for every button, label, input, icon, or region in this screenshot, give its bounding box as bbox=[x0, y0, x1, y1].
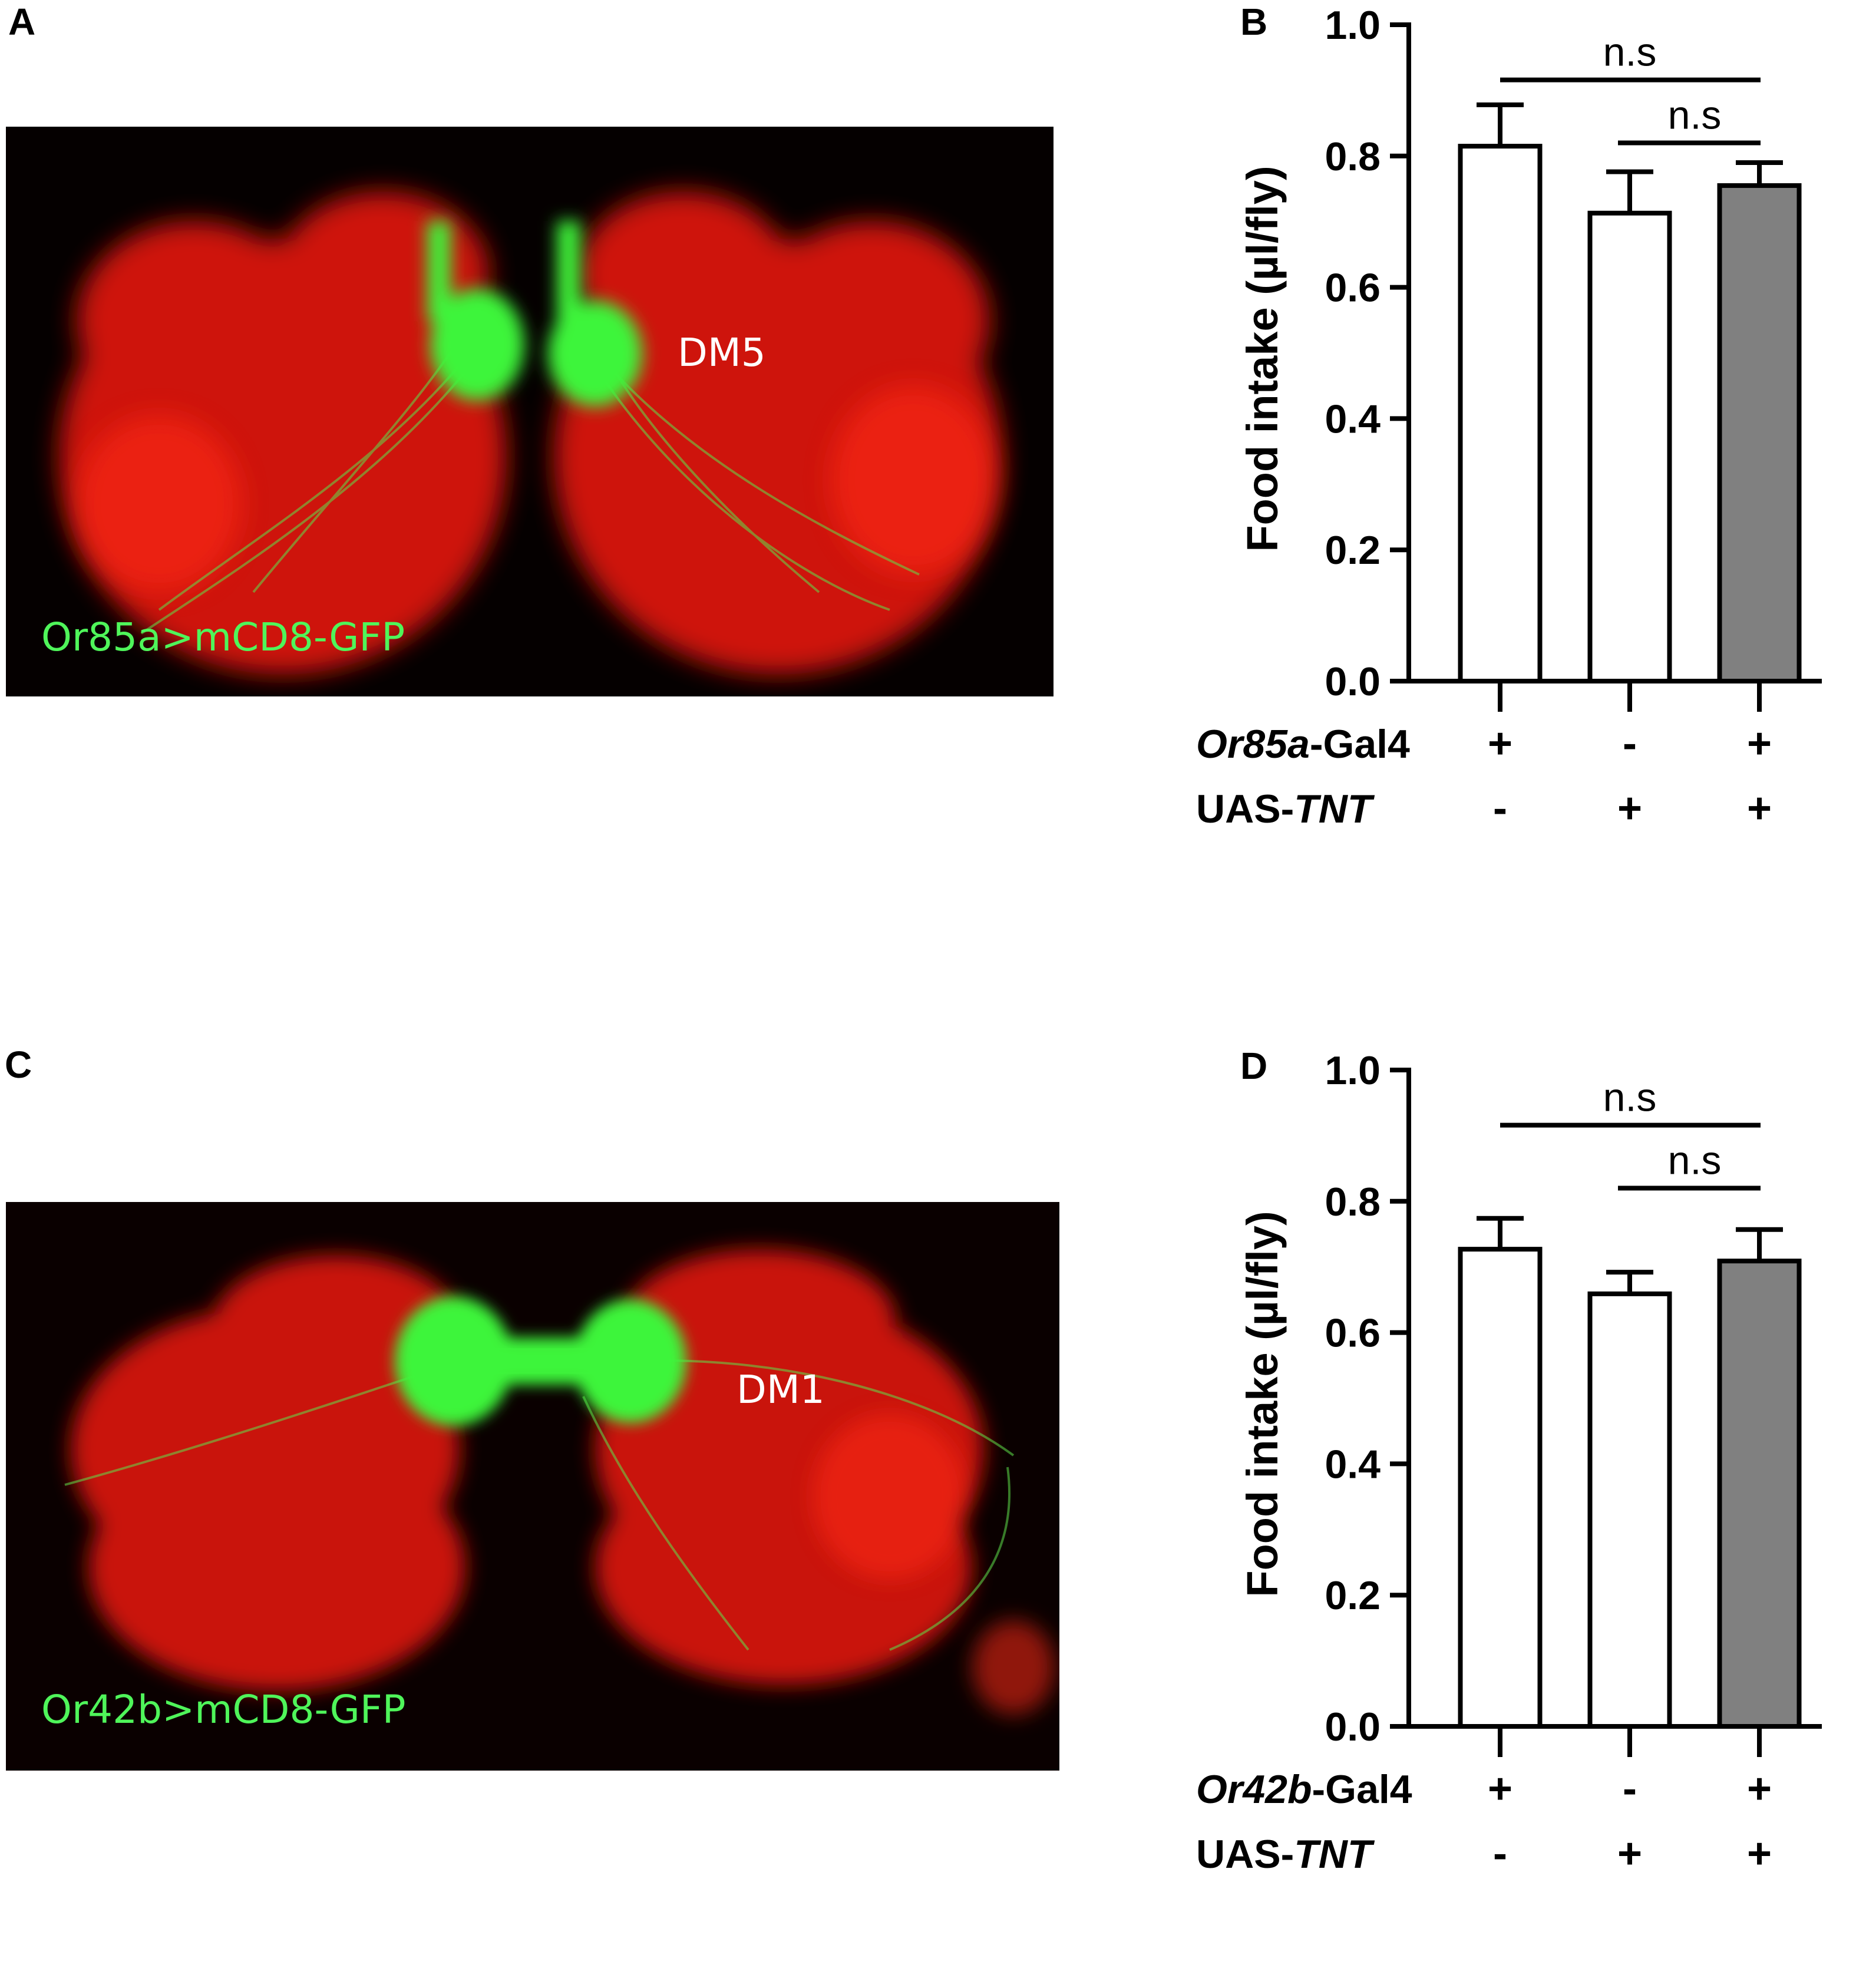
chart-b-genotype-mark-1-2: - bbox=[1623, 720, 1637, 767]
label-part: UAS- bbox=[1196, 1832, 1294, 1877]
chart-b-y-tick-label: 0.6 bbox=[1325, 266, 1381, 311]
panel-letter-c: C bbox=[5, 1043, 32, 1086]
chart-d-genotype-mark-2-1: - bbox=[1493, 1830, 1507, 1877]
label-part-italic: Or85a bbox=[1196, 722, 1310, 767]
label-part-italic: TNT bbox=[1294, 787, 1375, 831]
label-part-italic: Or42b bbox=[1196, 1767, 1312, 1812]
genotype-label-a: Or85a>mCD8-GFP bbox=[41, 615, 405, 660]
chart-b-significance-label-2: n.s bbox=[1668, 93, 1722, 138]
chart-b-svg: 0.0 0.2 0.4 0.6 0.8 1.0 Food intake (µl/fly) n.… bbox=[1196, 3, 1822, 832]
chart-b-y-tick-label: 0.4 bbox=[1325, 397, 1381, 441]
chart-b-significance-label-1: n.s bbox=[1603, 30, 1657, 75]
chart-b-y-tick-label: 0.2 bbox=[1325, 528, 1381, 573]
chart-b-genotype-row-label-2: UAS-TNT bbox=[1196, 787, 1375, 831]
chart-b-genotype-mark-1-3: + bbox=[1747, 720, 1772, 767]
glomerulus-label-a: DM5 bbox=[678, 330, 766, 375]
chart-d-genotype-mark-1-3: + bbox=[1747, 1765, 1772, 1812]
chart-d-y-tick-label: 1.0 bbox=[1325, 1048, 1381, 1093]
genotype-label-c: Or42b>mCD8-GFP bbox=[41, 1687, 406, 1732]
chart-d-y-tick-label: 0.4 bbox=[1325, 1442, 1381, 1487]
micrograph-a-image bbox=[6, 127, 1054, 696]
chart-d-significance-label-2: n.s bbox=[1668, 1138, 1722, 1183]
food-intake-chart-b: 0.0 0.2 0.4 0.6 0.8 1.0 Food intake (µl/fly) n.… bbox=[1167, 0, 1856, 943]
chart-d-bar-3 bbox=[1717, 1259, 1802, 1729]
chart-d-y-tick-label: 0.2 bbox=[1325, 1573, 1381, 1618]
label-part: -Gal4 bbox=[1310, 722, 1410, 767]
chart-b-y-tick-label: 0.8 bbox=[1325, 134, 1381, 179]
chart-d-genotype-mark-2-3: + bbox=[1747, 1830, 1772, 1877]
chart-b-bar-1 bbox=[1458, 144, 1543, 683]
chart-d-genotype-row-label-1: Or42b-Gal4 bbox=[1196, 1767, 1412, 1812]
chart-b-genotype-mark-2-3: + bbox=[1747, 785, 1772, 832]
chart-d-bar-2 bbox=[1587, 1291, 1672, 1729]
chart-b-genotype-mark-2-2: + bbox=[1617, 785, 1642, 832]
chart-d-significance-label-1: n.s bbox=[1603, 1075, 1657, 1120]
chart-d-genotype-mark-1-2: - bbox=[1623, 1765, 1637, 1812]
food-intake-chart-d: 0.0 0.2 0.4 0.6 0.8 1.0 Food intake (µl/fly) n.… bbox=[1167, 1045, 1856, 1988]
chart-b-genotype-mark-1-1: + bbox=[1488, 720, 1512, 767]
chart-d-svg: 0.0 0.2 0.4 0.6 0.8 1.0 Food intake (µl/fly) n.… bbox=[1196, 1048, 1822, 1877]
chart-d-genotype-mark-1-1: + bbox=[1488, 1765, 1512, 1812]
chart-b-y-tick-label: 1.0 bbox=[1325, 3, 1381, 48]
chart-b-bar-2 bbox=[1587, 210, 1672, 683]
label-part: -Gal4 bbox=[1312, 1767, 1412, 1812]
chart-d-y-tick-label: 0.6 bbox=[1325, 1311, 1381, 1356]
panel-letter-a: A bbox=[8, 1, 36, 43]
label-part: UAS- bbox=[1196, 787, 1294, 831]
chart-d-y-axis-label: Food intake (µl/fly) bbox=[1238, 1211, 1287, 1597]
chart-b-genotype-mark-2-1: - bbox=[1493, 785, 1507, 832]
chart-d-genotype-row-label-2: UAS-TNT bbox=[1196, 1832, 1375, 1877]
chart-d-y-tick-label: 0.0 bbox=[1325, 1705, 1381, 1749]
chart-b-y-axis-label: Food intake (µl/fly) bbox=[1238, 166, 1287, 552]
micrograph-c-image bbox=[6, 1202, 1059, 1771]
panel-letter-d: D bbox=[1240, 1045, 1268, 1087]
chart-d-y-tick-label: 0.8 bbox=[1325, 1180, 1381, 1224]
panel-letter-b: B bbox=[1240, 1, 1268, 43]
label-part-italic: TNT bbox=[1294, 1832, 1375, 1877]
glomerulus-label-c: DM1 bbox=[737, 1367, 825, 1412]
micrograph-c: Or42b>mCD8-GFP DM1 bbox=[6, 1202, 1059, 1771]
chart-b-y-tick-label: 0.0 bbox=[1325, 659, 1381, 704]
chart-d-genotype-mark-2-2: + bbox=[1617, 1830, 1642, 1877]
chart-b-genotype-row-label-1: Or85a-Gal4 bbox=[1196, 722, 1410, 767]
chart-b-bar-3 bbox=[1717, 183, 1802, 683]
micrograph-a: Or85a>mCD8-GFP DM5 bbox=[6, 127, 1054, 696]
chart-d-bar-1 bbox=[1458, 1247, 1543, 1729]
